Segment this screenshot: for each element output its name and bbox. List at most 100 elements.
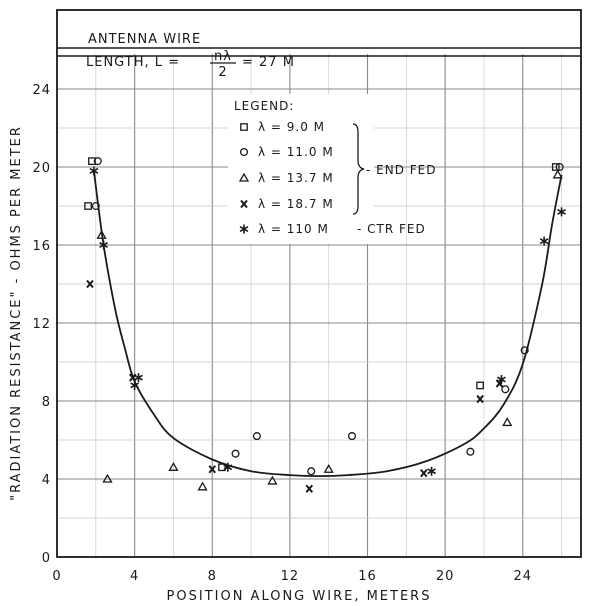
data-point-triangle-shape: [267, 475, 278, 485]
header-fraction-denominator: 2: [218, 65, 227, 80]
legend-entry-label: λ = 18.7 M: [258, 197, 334, 211]
data-point-circle: [466, 447, 475, 456]
data-point-square-shape: [218, 463, 226, 472]
data-point-square: [551, 163, 560, 171]
data-point-circle-shape: [466, 447, 475, 456]
legend-marker-x: [240, 199, 248, 209]
y-tick-label: 24: [32, 83, 51, 98]
data-point-circle: [91, 201, 100, 211]
legend-marker-star: [239, 224, 249, 234]
x-tick-label: 0: [52, 569, 61, 584]
data-point-star: [99, 240, 108, 250]
data-point-x-shape: [476, 394, 484, 404]
y-tick-label: 0: [42, 551, 51, 566]
data-point-triangle-shape: [96, 229, 107, 239]
data-point-circle-shape: [520, 346, 529, 355]
data-point-x: [476, 394, 484, 404]
data-point-triangle-shape: [323, 463, 334, 473]
header-box: [58, 11, 580, 54]
data-point-star: [497, 375, 506, 385]
data-point-x-shape: [208, 465, 217, 474]
data-point-circle: [252, 432, 261, 441]
data-point-triangle: [168, 461, 179, 471]
data-point-square: [88, 157, 96, 165]
data-point-triangle: [552, 169, 563, 179]
data-point-triangle: [102, 473, 113, 483]
data-point-star-shape: [539, 236, 549, 246]
legend-group-label: - END FED: [366, 163, 436, 177]
y-tick-label: 12: [32, 317, 51, 332]
data-point-square-shape: [476, 381, 484, 390]
data-point-triangle-shape: [102, 473, 113, 483]
header-length-suffix: = 27 M: [242, 55, 295, 70]
data-point-triangle: [96, 229, 107, 239]
legend-marker-square: [240, 123, 248, 131]
data-point-triangle: [267, 475, 278, 485]
legend-background: [228, 94, 374, 244]
x-tick-label: 16: [358, 569, 377, 584]
data-point-triangle-shape: [197, 481, 208, 491]
data-point-circle-shape: [347, 432, 357, 441]
data-point-circle-shape: [555, 162, 564, 172]
header-length-formula: LENGTH, L = nλ 2 = 27 M: [86, 49, 295, 80]
data-point-circle-shape: [307, 467, 316, 476]
y-tick-label: 20: [32, 161, 51, 176]
data-point-square: [218, 463, 226, 472]
y-tick-label: 16: [32, 239, 51, 254]
x-tick-label: 20: [436, 569, 455, 584]
legend-marker-circle-shape: [239, 147, 249, 157]
data-point-star: [134, 373, 143, 383]
data-point-star-shape: [130, 380, 140, 390]
data-point-x: [420, 468, 428, 478]
data-point-circle: [231, 449, 240, 458]
data-point-triangle-shape: [168, 461, 179, 471]
data-point-star-shape: [427, 466, 436, 476]
data-point-circle: [501, 385, 510, 394]
data-points: [84, 157, 566, 493]
legend-marker-square-shape: [240, 123, 248, 131]
data-point-triangle: [197, 481, 208, 491]
legend-marker-triangle-shape: [238, 172, 250, 182]
data-point-triangle-shape: [502, 417, 513, 427]
grid-lines: [57, 10, 581, 557]
x-tick-label: 8: [208, 569, 217, 584]
data-point-star-shape: [557, 207, 566, 217]
legend-marker-triangle: [238, 172, 250, 182]
data-point-star: [130, 380, 140, 390]
data-point-square-shape: [551, 163, 560, 171]
legend-title: LEGEND:: [234, 99, 294, 113]
y-tick-label: 8: [42, 395, 51, 410]
header-length-prefix: LENGTH, L =: [86, 55, 180, 70]
data-point-star: [557, 207, 566, 217]
header-antenna-wire: ANTENNA WIRE: [88, 32, 201, 47]
legend-entry-label: λ = 9.0 M: [258, 120, 325, 134]
legend-marker-circle: [239, 147, 249, 157]
data-point-circle-shape: [91, 201, 100, 211]
plot-frame: [56, 9, 582, 558]
data-point-circle: [520, 346, 529, 355]
legend-bracket: [352, 123, 365, 215]
data-point-square: [84, 202, 92, 210]
legend-marker-x-shape: [240, 199, 248, 209]
y-axis-label: "RADIATION RESISTANCE" - OHMS PER METER: [9, 125, 24, 501]
x-axis-label: POSITION ALONG WIRE, METERS: [167, 589, 432, 604]
legend: LEGEND: λ = 9.0 M λ = 11.0 M λ = 13.7 M λ =…: [228, 94, 436, 244]
fit-curve: [93, 170, 563, 478]
data-point-circle: [347, 432, 357, 441]
axis-ticks: 0 4 8 12 16 20 24 0 4 8 12 16 20 24: [32, 83, 531, 584]
data-point-star: [89, 166, 99, 176]
data-point-triangle: [502, 417, 513, 427]
data-point-circle: [307, 467, 316, 476]
data-point-circle-shape: [252, 432, 261, 441]
data-point-x-shape: [86, 279, 94, 289]
data-point-square-shape: [88, 157, 96, 165]
legend-entry-label: λ = 13.7 M: [258, 171, 334, 185]
legend-entry-label: λ = 110 M: [258, 222, 329, 236]
data-point-circle: [93, 157, 102, 166]
data-point-star-shape: [89, 166, 99, 176]
legend-marker-star-shape: [239, 224, 249, 234]
legend-entry-label: λ = 11.0 M: [258, 145, 334, 159]
data-point-x: [86, 279, 94, 289]
y-tick-label: 4: [42, 473, 51, 488]
